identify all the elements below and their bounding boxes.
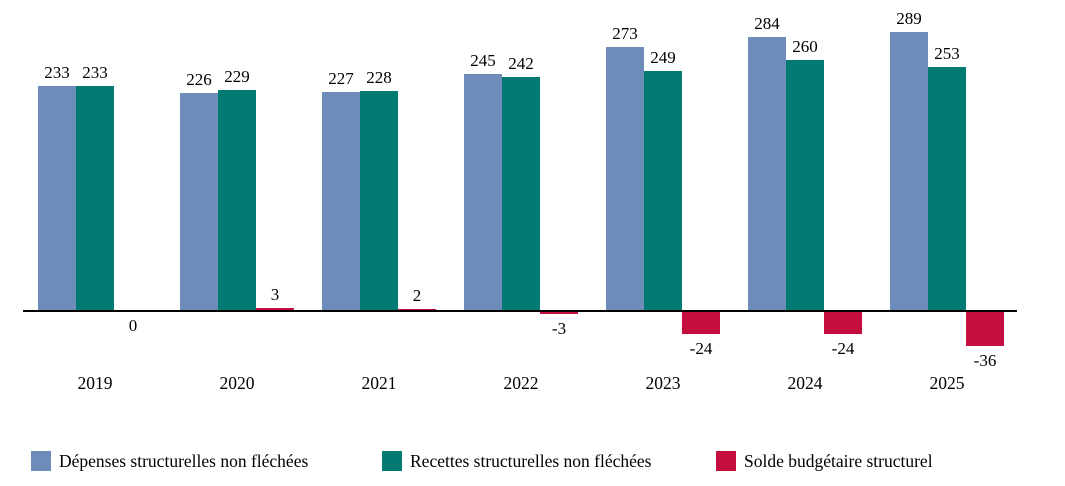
bar-series2-2025 [928,67,966,311]
x-axis-line [23,310,1017,312]
value-label-series1-2019: 233 [44,63,70,82]
value-label-series2-2025: 253 [934,44,960,63]
value-label-series3-2024: -24 [831,339,855,358]
value-label-series1-2022: 245 [470,51,496,70]
x-axis-tick-label-2025: 2025 [929,373,965,393]
x-axis-tick-label-2024: 2024 [787,373,823,393]
value-label-series3-2021: 2 [412,286,422,305]
bar-series1-2024 [748,37,786,311]
legend-swatch-icon [716,451,736,471]
value-label-series3-2022: -3 [551,319,567,338]
value-label-series3-2019: 0 [128,316,138,335]
value-label-series1-2021: 227 [328,69,354,88]
bar-series3-2020 [256,308,294,311]
bar-series3-2024 [824,311,862,334]
legend-label-series1: Dépenses structurelles non fléchées [59,451,309,471]
bar-series1-2023 [606,47,644,311]
value-label-series2-2022: 242 [508,54,534,73]
bar-series2-2021 [360,91,398,311]
bar-series1-2025 [890,32,928,311]
bar-series1-2021 [322,92,360,311]
value-label-series2-2020: 229 [224,67,250,86]
bar-series1-2019 [38,86,76,311]
x-axis-tick-label-2023: 2023 [645,373,681,393]
bar-series1-2020 [180,93,218,311]
value-label-series2-2021: 228 [366,68,392,87]
value-label-series2-2023: 249 [650,48,676,67]
value-label-series3-2020: 3 [270,285,280,304]
legend-label-series3: Solde budgétaire structurel [744,451,933,471]
legend-label-series2: Recettes structurelles non fléchées [410,451,652,471]
value-label-series2-2019: 233 [82,63,108,82]
bar-series2-2022 [502,77,540,311]
bar-series2-2023 [644,71,682,311]
bar-series3-2023 [682,311,720,334]
legend-swatch-icon [31,451,51,471]
legend-item-series2: Recettes structurelles non fléchées [382,451,652,471]
bar-series2-2024 [786,60,824,311]
bar-series2-2020 [218,90,256,311]
value-label-series1-2020: 226 [186,70,212,89]
value-label-series1-2025: 289 [896,9,922,28]
legend-item-series3: Solde budgétaire structurel [716,451,933,471]
x-axis-tick-label-2019: 2019 [77,373,113,393]
bar-series1-2022 [464,74,502,311]
value-label-series1-2024: 284 [754,14,780,33]
value-label-series3-2025: -36 [973,351,997,370]
bar-series2-2019 [76,86,114,311]
x-axis-tick-label-2022: 2022 [503,373,539,393]
value-label-series2-2024: 260 [792,37,818,56]
value-label-series1-2023: 273 [612,24,638,43]
legend-item-series1: Dépenses structurelles non fléchées [31,451,308,471]
bar-series3-2022 [540,311,578,314]
x-axis-tick-label-2021: 2021 [361,373,397,393]
value-label-series3-2023: -24 [689,339,713,358]
legend-swatch-icon [382,451,402,471]
bar-series3-2025 [966,311,1004,346]
x-axis-tick-label-2020: 2020 [219,373,255,393]
